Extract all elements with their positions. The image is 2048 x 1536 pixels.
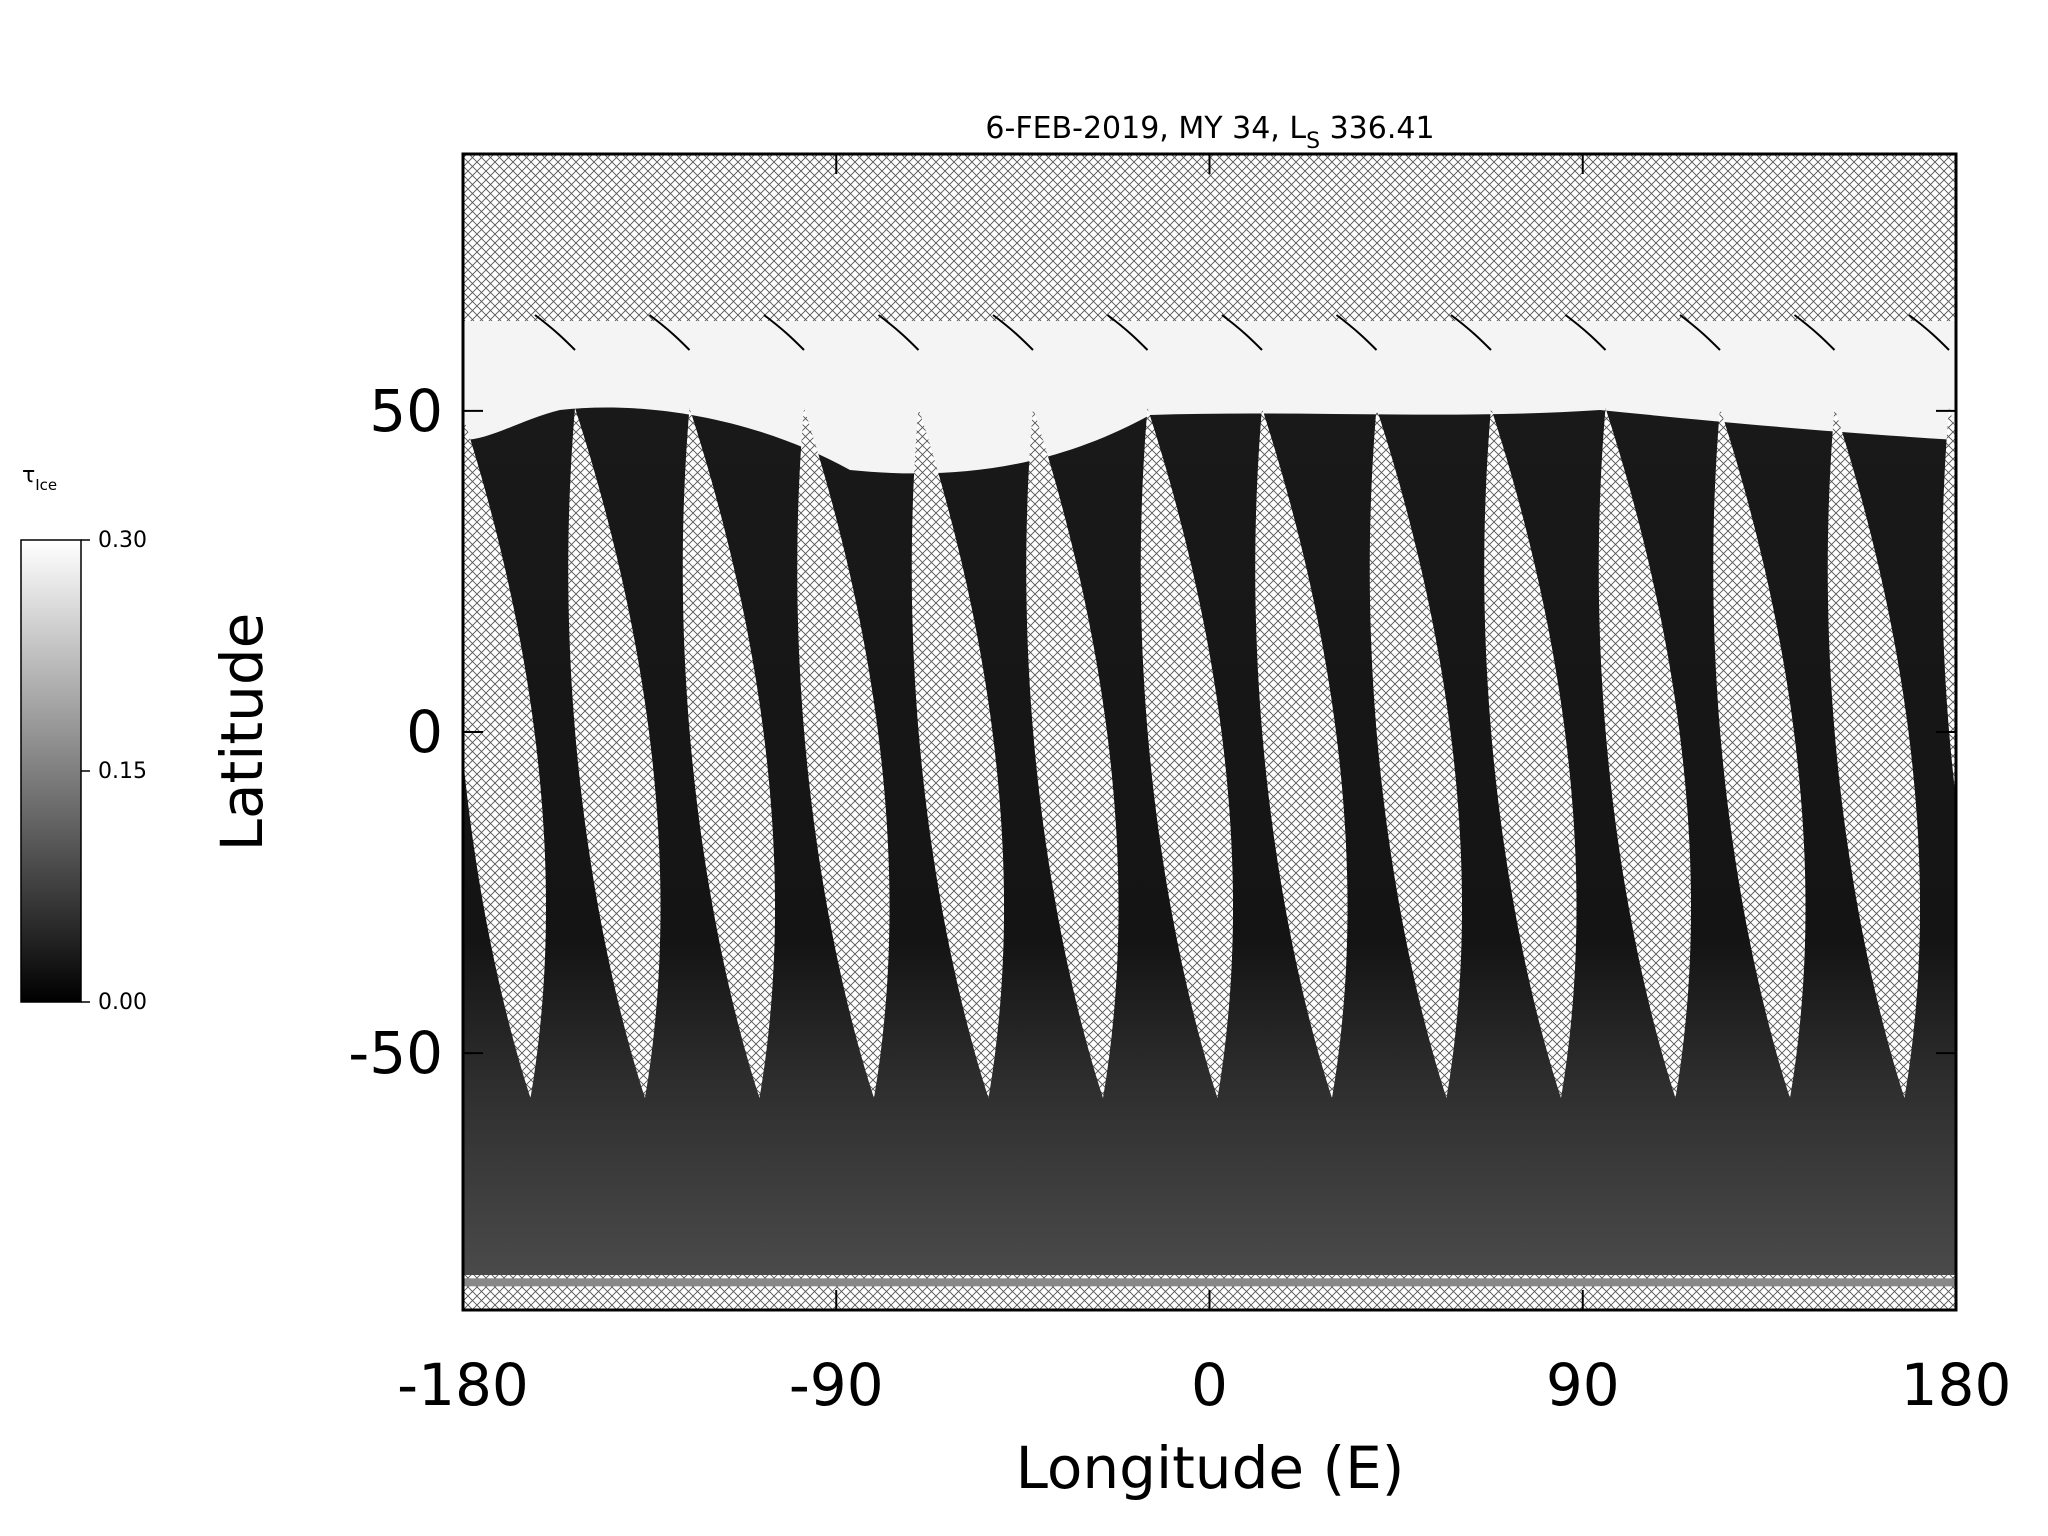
orbit-edge [1335, 314, 1378, 351]
orbit-gap [1255, 408, 1348, 1098]
y-tick-label: 0 [406, 698, 443, 766]
colorbar-subscript: Ice [35, 476, 57, 494]
polar-haze [463, 1278, 1956, 1287]
orbit-edge [1106, 314, 1149, 351]
orbit-edge [421, 315, 461, 350]
map-image [421, 154, 2048, 1310]
y-tick-label: -50 [348, 1019, 443, 1087]
colorbar-symbol: τ [22, 463, 35, 488]
orbit-gap [463, 415, 547, 1098]
orbit-gap [1369, 408, 1463, 1098]
chart-title: 6-FEB-2019, MY 34, LS 336.41 [985, 111, 1434, 154]
y-axis-label: Latitude [208, 613, 276, 852]
colorbar-tick-label: 0.00 [98, 990, 147, 1015]
title-main: 6-FEB-2019, MY 34, L [985, 111, 1306, 146]
orbit-edge [877, 314, 920, 351]
colorbar-tick-label: 0.15 [98, 759, 147, 784]
x-tick-label: 180 [1901, 1351, 2012, 1419]
x-tick-label: -90 [789, 1351, 884, 1419]
orbit-gap [911, 408, 1005, 1098]
title-suffix: 336.41 [1320, 111, 1435, 146]
orbit-edge [1221, 314, 1263, 351]
orbit-gap [1140, 408, 1234, 1098]
orbit-gap [1713, 408, 1806, 1098]
orbit-edge [2024, 315, 2048, 350]
orbit-gap [568, 408, 661, 1098]
orbit-gap [1026, 408, 1119, 1098]
orbit-gap [1598, 408, 1692, 1098]
x-axis-label: Longitude (E) [1016, 1434, 1405, 1502]
orbit-edge [763, 314, 805, 351]
orbit-edge [1908, 314, 1950, 351]
orbit-edge [1450, 314, 1492, 351]
title-subscript: S [1306, 129, 1320, 154]
orbit-edge [1679, 314, 1721, 351]
x-tick-label: 90 [1546, 1351, 1620, 1419]
orbit-edge [992, 314, 1034, 351]
ice-cloud-band [463, 321, 1956, 474]
orbit-edge [534, 314, 576, 351]
orbit-gap [1942, 408, 1956, 799]
colorbar-tick-label: 0.30 [98, 528, 147, 553]
colorbar [20, 539, 82, 1003]
orbit-gap [1484, 408, 1577, 1098]
orbit-edge [1564, 314, 1607, 351]
y-tick-label: 50 [369, 377, 443, 445]
orbit-gap [682, 408, 776, 1098]
x-tick-label: 0 [1191, 1351, 1228, 1419]
colorbar-label: τIce [22, 463, 57, 494]
orbit-edge [648, 314, 691, 351]
orbit-edge [1793, 314, 1836, 351]
orbit-gap [1827, 408, 1921, 1098]
orbit-gap [797, 408, 890, 1098]
x-tick-label: -180 [397, 1351, 529, 1419]
